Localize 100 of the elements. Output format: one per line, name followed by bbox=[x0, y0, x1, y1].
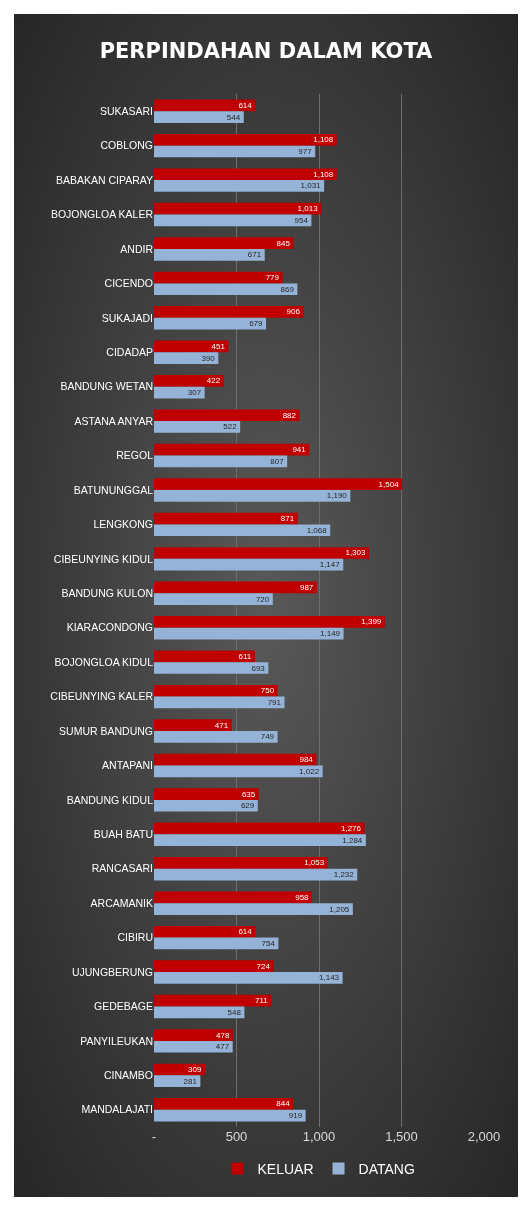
data-label: 724 bbox=[256, 961, 271, 971]
bar bbox=[154, 994, 272, 1007]
y-tick-label: BUAH BATU bbox=[93, 827, 153, 840]
y-tick-label: BANDUNG WETAN bbox=[60, 380, 153, 393]
legend-label: KELUAR bbox=[257, 1160, 314, 1177]
bar bbox=[154, 421, 241, 433]
y-tick-label: CIDADAP bbox=[106, 345, 153, 358]
data-label: 281 bbox=[183, 1076, 198, 1086]
bar bbox=[154, 237, 294, 249]
data-label: 629 bbox=[240, 801, 255, 811]
data-label: 750 bbox=[260, 686, 275, 696]
bar bbox=[154, 857, 328, 869]
bar bbox=[154, 1075, 201, 1088]
bar bbox=[154, 214, 312, 227]
bar bbox=[154, 822, 365, 835]
data-label: 477 bbox=[215, 1042, 230, 1052]
y-tick-label: SUKAJADI bbox=[101, 311, 153, 324]
data-label: 906 bbox=[286, 307, 301, 317]
data-label: 390 bbox=[201, 353, 216, 363]
y-tick-label: ARCAMANIK bbox=[90, 896, 153, 909]
data-label: 711 bbox=[255, 996, 269, 1006]
bar bbox=[154, 547, 369, 559]
y-tick-label: PANYILEUKAN bbox=[80, 1034, 153, 1047]
bar bbox=[154, 352, 219, 364]
x-tick-label: - bbox=[151, 1129, 157, 1144]
data-label: 749 bbox=[260, 732, 275, 742]
bar bbox=[154, 937, 279, 950]
y-tick-label: BANDUNG KULON bbox=[61, 586, 153, 599]
data-label: 869 bbox=[280, 284, 295, 294]
data-label: 919 bbox=[288, 1111, 303, 1121]
bar bbox=[154, 99, 256, 112]
data-label: 1,031 bbox=[300, 181, 322, 191]
y-tick-label: CIBEUNYING KIDUL bbox=[53, 552, 154, 565]
data-label: 422 bbox=[206, 376, 221, 386]
data-label: 1,232 bbox=[333, 870, 355, 880]
data-label: 1,504 bbox=[378, 479, 400, 489]
data-label: 941 bbox=[292, 445, 307, 455]
bar bbox=[154, 765, 323, 778]
y-tick-label: BATUNUNGGAL bbox=[73, 483, 154, 496]
data-label: 1,190 bbox=[326, 491, 348, 501]
bar bbox=[154, 972, 343, 984]
data-label: 614 bbox=[238, 100, 253, 110]
y-tick-label: KIARACONDONG bbox=[66, 621, 153, 634]
bar bbox=[154, 374, 224, 387]
bar bbox=[154, 558, 344, 571]
data-label: 1,108 bbox=[313, 135, 334, 145]
bar bbox=[154, 202, 322, 215]
data-label: 807 bbox=[270, 456, 285, 466]
bar bbox=[154, 616, 385, 628]
bar bbox=[154, 891, 313, 904]
data-label: 1,276 bbox=[340, 823, 362, 833]
bar bbox=[154, 650, 255, 663]
bar bbox=[154, 753, 317, 766]
bar bbox=[154, 834, 366, 847]
y-tick-label: COBLONG bbox=[100, 139, 153, 152]
bar bbox=[154, 696, 285, 709]
y-tick-label: BANDUNG KIDUL bbox=[66, 793, 154, 806]
data-label: 307 bbox=[187, 388, 202, 398]
data-label: 987 bbox=[299, 582, 314, 592]
data-label: 478 bbox=[215, 1030, 230, 1040]
y-tick-label: REGOL bbox=[116, 449, 154, 462]
data-label: 1,147 bbox=[319, 560, 341, 570]
data-label: 1,068 bbox=[306, 525, 328, 535]
y-tick-label: SUMUR BANDUNG bbox=[59, 724, 153, 737]
bar bbox=[154, 1006, 245, 1019]
y-tick-label: LENGKONG bbox=[93, 518, 153, 531]
bar bbox=[154, 719, 232, 732]
data-label: 1,143 bbox=[319, 973, 340, 983]
bar bbox=[154, 868, 358, 881]
data-label: 977 bbox=[298, 147, 313, 157]
x-tick-label: 1,500 bbox=[385, 1129, 418, 1144]
bar bbox=[154, 903, 353, 915]
y-tick-label: MANDALAJATI bbox=[81, 1103, 153, 1116]
bar bbox=[154, 593, 273, 605]
data-label: 544 bbox=[226, 112, 241, 122]
bar bbox=[154, 524, 331, 537]
data-label: 791 bbox=[267, 697, 282, 707]
data-label: 1,149 bbox=[320, 629, 341, 639]
bar bbox=[154, 133, 337, 146]
data-label: 844 bbox=[276, 1099, 291, 1109]
y-tick-label: BABAKAN CIPARAY bbox=[55, 173, 153, 186]
bar bbox=[154, 1040, 233, 1053]
chart-title: PERPINDAHAN DALAM KOTA bbox=[99, 39, 434, 64]
y-tick-label: BOJONGLOA KALER bbox=[50, 208, 154, 221]
data-label: 754 bbox=[261, 938, 276, 948]
x-tick-label: 1,000 bbox=[302, 1129, 336, 1144]
data-label: 1,205 bbox=[329, 904, 350, 914]
data-label: 954 bbox=[294, 215, 309, 225]
data-label: 1,108 bbox=[313, 169, 334, 179]
data-label: 522 bbox=[223, 422, 238, 432]
bar bbox=[154, 925, 256, 938]
bar bbox=[154, 581, 317, 594]
y-tick-label: CINAMBO bbox=[103, 1069, 153, 1082]
bar bbox=[154, 443, 310, 456]
y-tick-label: SUKASARI bbox=[99, 104, 153, 117]
data-label: 720 bbox=[255, 594, 270, 604]
data-label: 693 bbox=[251, 663, 266, 673]
bar bbox=[154, 512, 298, 525]
y-tick-label: ANTAPANI bbox=[102, 759, 153, 772]
y-tick-label: UJUNGBERUNG bbox=[71, 965, 153, 978]
